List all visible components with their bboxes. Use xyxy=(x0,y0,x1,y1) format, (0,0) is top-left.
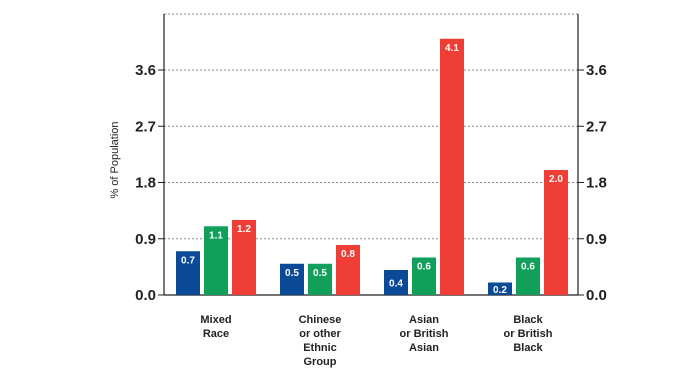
data-label: 0.6 xyxy=(521,262,535,273)
data-label: 0.5 xyxy=(285,268,299,279)
y-tick-label-right: 0.0 xyxy=(586,287,607,304)
x-category-label: or British xyxy=(504,328,553,340)
x-category-label: or other xyxy=(299,328,341,340)
x-category-label: Black xyxy=(513,342,543,354)
bar xyxy=(412,257,436,295)
y-tick-label-right: 1.8 xyxy=(586,175,607,192)
x-category-label: Chinese xyxy=(299,314,342,326)
y-tick-label-right: 3.6 xyxy=(586,62,607,79)
data-label: 0.6 xyxy=(417,262,431,273)
y-tick-label-left: 0.0 xyxy=(135,287,156,304)
x-category-label: Black xyxy=(513,314,543,326)
tick-labels: 0.0 0.0 0.9 0.9 1.8 1.8 2.7 2.7 3.6 3.6 xyxy=(135,62,607,304)
data-label: 1.1 xyxy=(209,230,223,241)
y-tick-label-left: 0.9 xyxy=(135,231,156,248)
data-label: 0.4 xyxy=(389,279,403,290)
x-category-label: Asian xyxy=(409,342,439,354)
y-tick-label-left: 3.6 xyxy=(135,62,156,79)
bar xyxy=(176,251,200,295)
x-category-label: Asian xyxy=(409,314,439,326)
data-labels: 0.7 0.5 0.4 0.2 1.1 0.5 0.6 0.6 1.2 0.8 4.1 2.0 xyxy=(181,43,563,296)
bar xyxy=(488,282,512,295)
x-category-label: Race xyxy=(203,328,229,340)
data-label: 0.8 xyxy=(341,249,355,260)
data-label: 0.2 xyxy=(493,285,507,296)
y-tick-label-left: 1.8 xyxy=(135,175,156,192)
bars xyxy=(176,38,568,295)
bar xyxy=(516,257,540,295)
bar xyxy=(308,263,332,295)
data-label: 1.2 xyxy=(237,224,251,235)
gridlines xyxy=(164,13,578,240)
y-tick-label-left: 2.7 xyxy=(135,118,156,135)
y-tick-label-right: 0.9 xyxy=(586,231,607,248)
bar xyxy=(280,263,304,295)
x-category-label: Ethnic xyxy=(303,342,337,354)
y-tick-label-right: 2.7 xyxy=(586,118,607,135)
category-labels: Mixed Race Chinese or other Ethnic Group Asian… xyxy=(200,314,552,368)
x-category-label: Mixed xyxy=(200,314,231,326)
bar xyxy=(384,270,408,295)
x-category-label: Group xyxy=(304,356,337,368)
bar xyxy=(440,38,464,295)
bar xyxy=(544,170,568,295)
data-label: 4.1 xyxy=(445,43,459,54)
data-label: 0.5 xyxy=(313,268,327,279)
x-category-label: or British xyxy=(400,328,449,340)
bar xyxy=(204,226,228,295)
bar xyxy=(232,220,256,295)
y-axis-label: % of Population xyxy=(109,121,121,198)
data-label: 0.7 xyxy=(181,255,195,266)
data-label: 2.0 xyxy=(549,174,563,185)
bar xyxy=(336,245,360,295)
